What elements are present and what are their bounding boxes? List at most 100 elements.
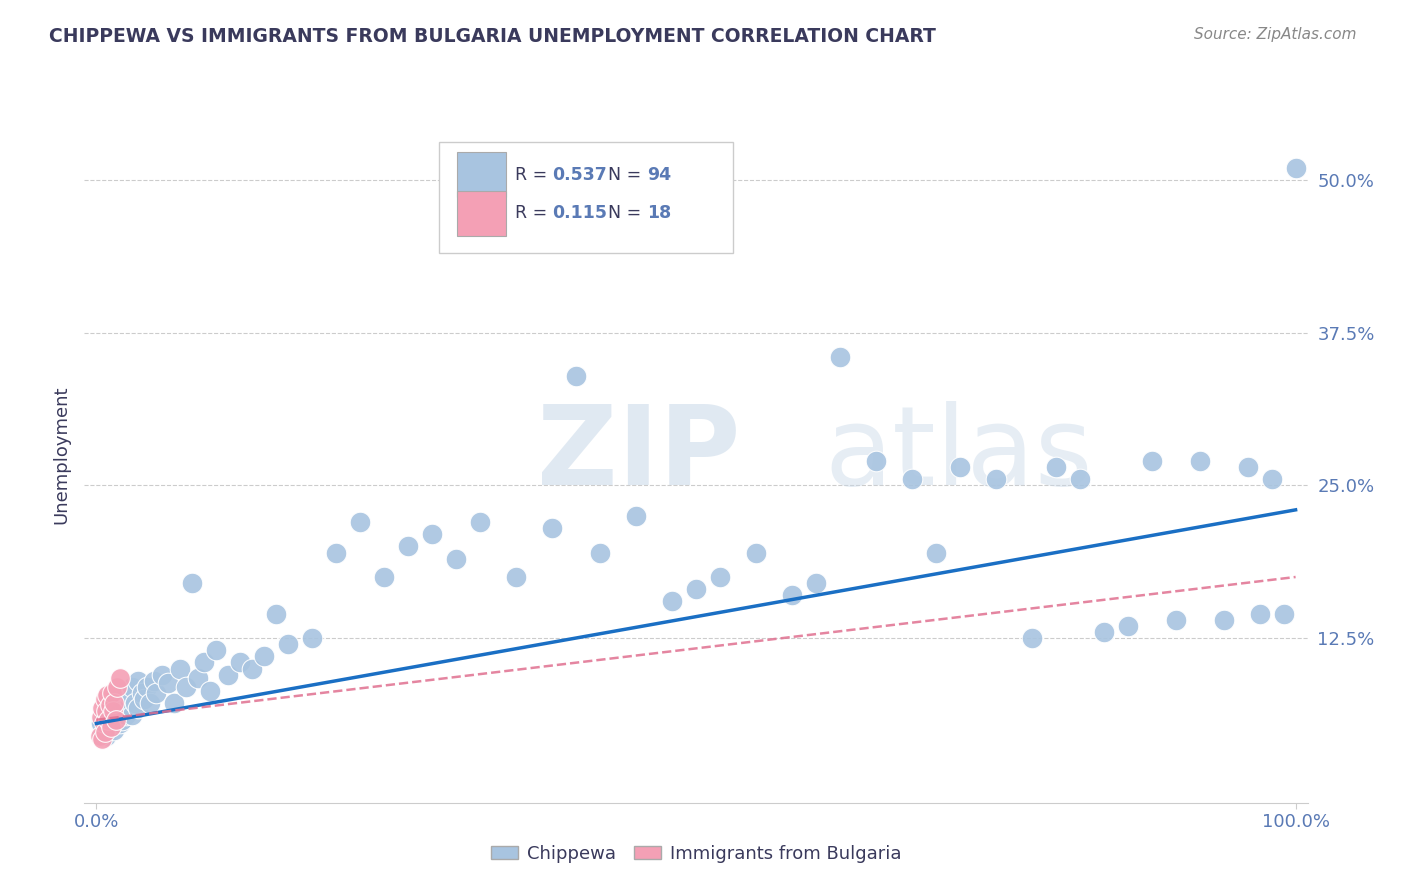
Point <box>101 704 124 718</box>
Point <box>349 515 371 529</box>
Point <box>127 673 149 688</box>
Text: R =: R = <box>515 203 553 222</box>
Point <box>187 671 209 685</box>
Point <box>174 680 197 694</box>
Point <box>105 680 128 694</box>
Point <box>135 680 157 694</box>
Point <box>89 729 111 743</box>
Point <box>103 696 125 710</box>
Point <box>1092 624 1115 639</box>
Point <box>142 673 165 688</box>
Point <box>420 527 443 541</box>
Point <box>103 723 125 737</box>
Point <box>121 707 143 722</box>
Point <box>163 696 186 710</box>
Point <box>93 710 115 724</box>
Text: Source: ZipAtlas.com: Source: ZipAtlas.com <box>1194 27 1357 42</box>
FancyBboxPatch shape <box>439 142 733 253</box>
Point <box>901 472 924 486</box>
Point <box>90 716 112 731</box>
Point <box>97 698 120 713</box>
Text: 0.115: 0.115 <box>551 203 606 222</box>
Point <box>100 716 122 731</box>
Point <box>105 713 128 727</box>
Y-axis label: Unemployment: Unemployment <box>52 385 70 524</box>
Point <box>121 680 143 694</box>
Point <box>97 713 120 727</box>
Point <box>94 704 117 718</box>
Point <box>444 551 467 566</box>
Point <box>115 707 138 722</box>
Point <box>1045 460 1067 475</box>
Point <box>108 707 131 722</box>
Point <box>240 661 263 675</box>
Point <box>107 696 129 710</box>
Text: R =: R = <box>515 166 553 184</box>
Point <box>1188 454 1211 468</box>
Point <box>93 692 117 706</box>
Point <box>949 460 972 475</box>
Point <box>101 713 124 727</box>
Point <box>110 671 132 685</box>
Point <box>865 454 887 468</box>
Text: atlas: atlas <box>824 401 1092 508</box>
Point <box>94 704 117 718</box>
Point <box>828 351 851 365</box>
Point <box>1164 613 1187 627</box>
Text: 18: 18 <box>647 203 671 222</box>
Point <box>396 540 419 554</box>
Point <box>745 545 768 559</box>
Point <box>118 689 141 703</box>
Point <box>200 683 222 698</box>
Point <box>93 725 117 739</box>
Point <box>131 686 153 700</box>
Point <box>112 692 135 706</box>
Point <box>1021 631 1043 645</box>
Point <box>1249 607 1271 621</box>
FancyBboxPatch shape <box>457 153 506 197</box>
Point <box>110 700 132 714</box>
Point <box>1236 460 1258 475</box>
Point <box>94 729 117 743</box>
Point <box>96 689 118 703</box>
Point <box>100 720 122 734</box>
Point <box>804 576 827 591</box>
Point <box>90 710 112 724</box>
Point <box>229 656 252 670</box>
Point <box>98 710 121 724</box>
Text: N =: N = <box>607 166 647 184</box>
FancyBboxPatch shape <box>457 191 506 235</box>
Point <box>169 661 191 675</box>
Point <box>624 508 647 523</box>
Point <box>205 643 228 657</box>
Point <box>193 656 215 670</box>
Point <box>145 686 167 700</box>
Point <box>127 700 149 714</box>
Point <box>1272 607 1295 621</box>
Text: 94: 94 <box>647 166 671 184</box>
Point <box>685 582 707 597</box>
Point <box>565 368 588 383</box>
Point <box>111 704 134 718</box>
Point <box>181 576 204 591</box>
Point <box>134 692 156 706</box>
Point <box>91 700 114 714</box>
Point <box>709 570 731 584</box>
Point <box>373 570 395 584</box>
Point <box>1140 454 1163 468</box>
Point <box>217 667 239 681</box>
Text: 0.537: 0.537 <box>551 166 606 184</box>
Point <box>505 570 527 584</box>
Point <box>93 723 117 737</box>
Point <box>139 696 162 710</box>
Point <box>468 515 491 529</box>
Point <box>101 704 124 718</box>
Point <box>101 686 124 700</box>
Point <box>277 637 299 651</box>
Point <box>98 698 121 713</box>
Point <box>780 588 803 602</box>
Point <box>589 545 612 559</box>
Point <box>124 696 146 710</box>
Point <box>984 472 1007 486</box>
Point <box>91 732 114 747</box>
